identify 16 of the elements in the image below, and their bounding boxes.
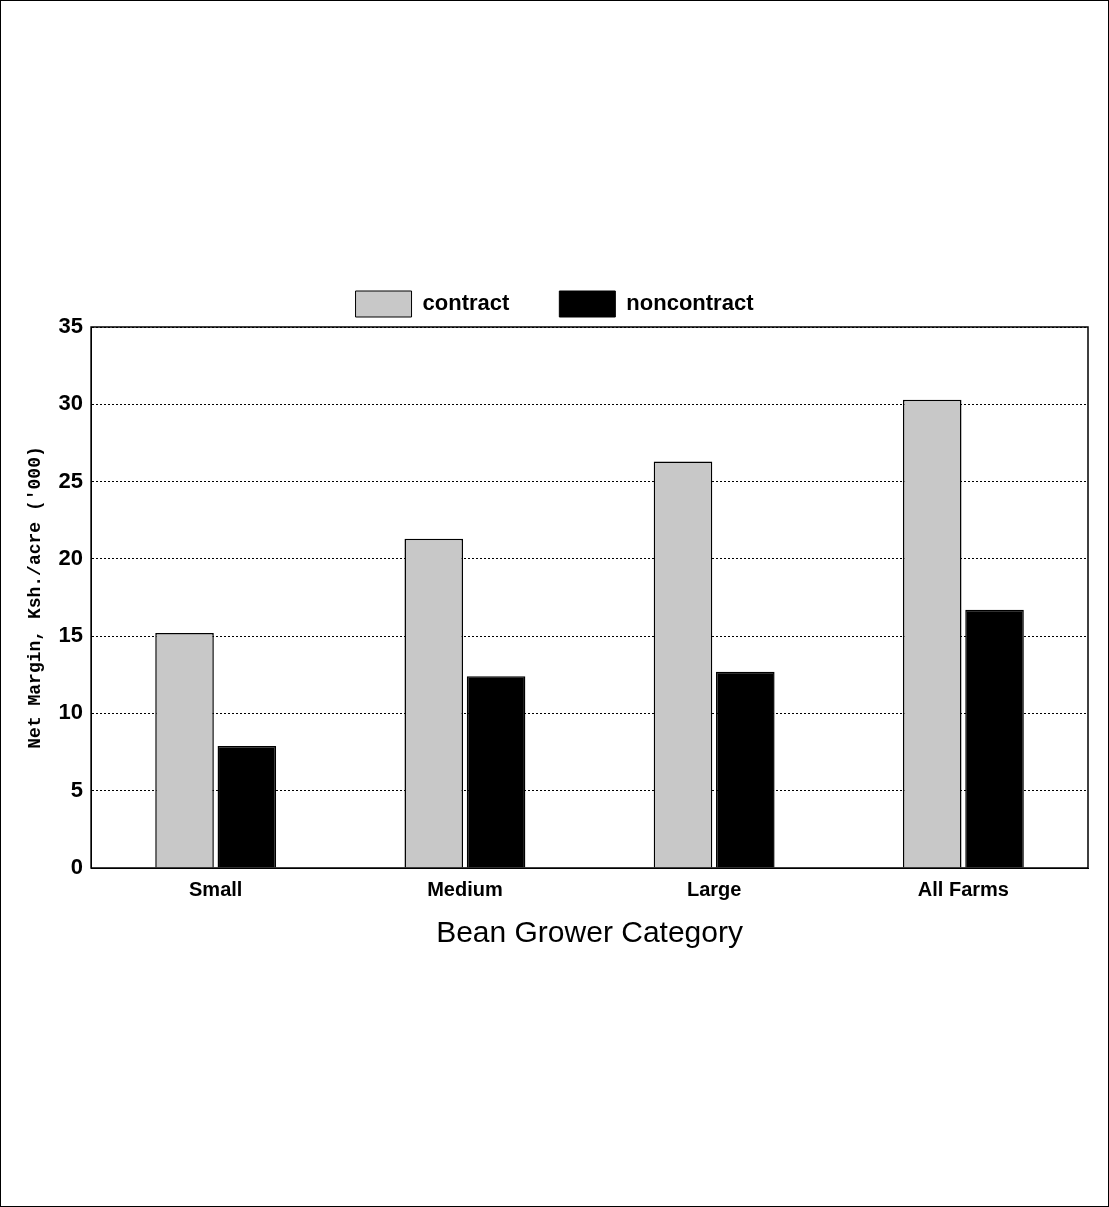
y-tick-label: 10 — [58, 699, 84, 725]
x-tick-label: Small — [189, 877, 243, 900]
y-tick-label: 15 — [58, 622, 84, 648]
y-tick-label: 5 — [70, 776, 84, 802]
y-tick-label: 30 — [58, 390, 84, 416]
y-tick-label: 35 — [58, 313, 84, 339]
legend-label: noncontract — [626, 290, 755, 316]
x-axis-title: Bean Grower Category — [436, 915, 743, 949]
legend-label: contract — [422, 290, 511, 316]
y-tick-label: 20 — [58, 544, 84, 570]
x-tick-label: Medium — [427, 877, 503, 900]
x-tick-label: Large — [686, 877, 742, 900]
x-tick-label: All Farms — [917, 877, 1009, 900]
y-tick-label: 25 — [58, 467, 84, 493]
y-tick-label: 0 — [70, 854, 84, 880]
y-axis-title: Net Margin, Ksh./acre ('000) — [25, 446, 46, 749]
